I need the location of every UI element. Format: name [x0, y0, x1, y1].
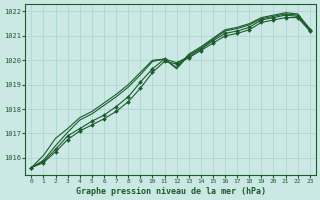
X-axis label: Graphe pression niveau de la mer (hPa): Graphe pression niveau de la mer (hPa) [76, 187, 266, 196]
